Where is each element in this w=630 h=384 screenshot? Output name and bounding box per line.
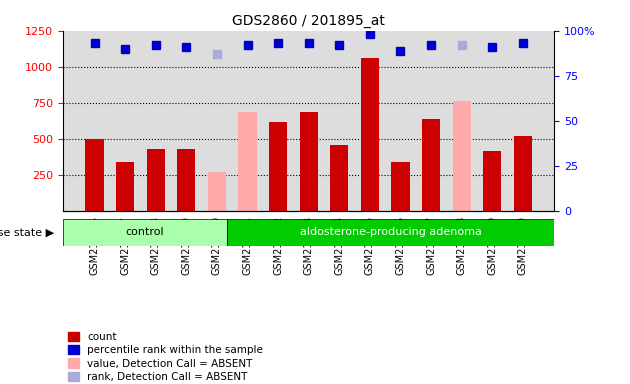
FancyBboxPatch shape: [227, 219, 554, 246]
Bar: [513, 136, 532, 211]
FancyBboxPatch shape: [63, 219, 227, 246]
Text: aldosterone-producing adenoma: aldosterone-producing adenoma: [300, 227, 481, 237]
Bar: [452, 101, 471, 211]
Bar: [483, 151, 501, 211]
Legend: count, percentile rank within the sample, value, Detection Call = ABSENT, rank, : count, percentile rank within the sample…: [68, 332, 263, 382]
Title: GDS2860 / 201895_at: GDS2860 / 201895_at: [232, 14, 385, 28]
Bar: [269, 122, 287, 211]
Bar: [238, 112, 256, 211]
Bar: [116, 162, 134, 211]
Bar: [422, 119, 440, 211]
Bar: [208, 172, 226, 211]
Bar: [361, 58, 379, 211]
Bar: [147, 149, 165, 211]
Bar: [299, 112, 318, 211]
Text: disease state ▶: disease state ▶: [0, 227, 54, 237]
Bar: [85, 139, 104, 211]
Bar: [177, 149, 195, 211]
Bar: [391, 162, 410, 211]
Text: control: control: [125, 227, 164, 237]
Bar: [330, 145, 348, 211]
